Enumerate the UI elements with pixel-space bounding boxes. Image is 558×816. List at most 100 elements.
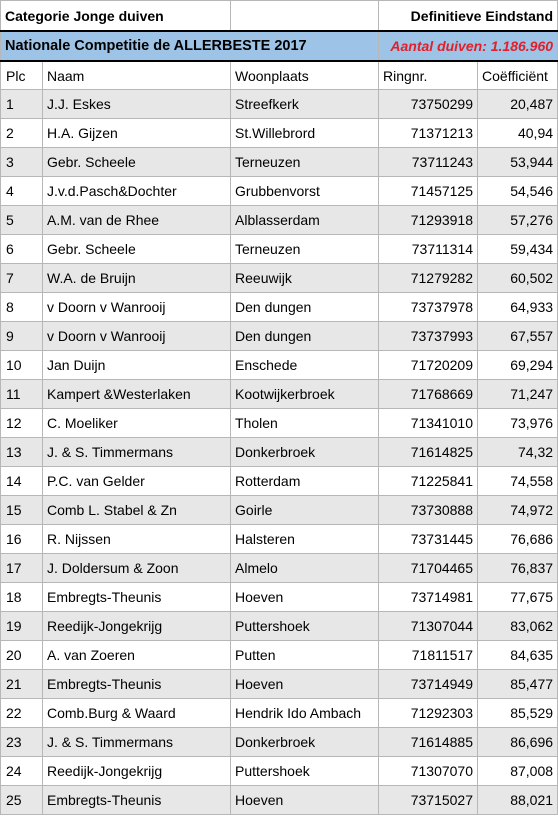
cell-coefficient: 60,502 [477, 263, 558, 293]
cell-woonplaats: Hoeven [230, 582, 380, 612]
cell-plc: 22 [0, 698, 43, 728]
cell-ringnr: 71307070 [378, 756, 479, 786]
cell-naam: J. & S. Timmermans [41, 437, 232, 467]
cell-plc: 24 [0, 756, 43, 786]
cell-coefficient: 74,558 [477, 466, 558, 496]
cell-naam: Embregts-Theunis [41, 582, 232, 612]
cell-plc: 5 [0, 205, 43, 235]
cell-coefficient: 83,062 [477, 611, 558, 641]
table-row: 3 Gebr. Scheele Terneuzen 73711243 53,944 [0, 147, 558, 177]
cell-woonplaats: Puttershoek [230, 611, 380, 641]
cell-woonplaats: St.Willebrord [230, 118, 380, 148]
cell-naam: J. Doldersum & Zoon [41, 553, 232, 583]
cell-ringnr: 71225841 [378, 466, 479, 496]
cell-coefficient: 40,94 [477, 118, 558, 148]
cell-ringnr: 73714949 [378, 669, 479, 699]
cell-ringnr: 71307044 [378, 611, 479, 641]
cell-ringnr: 71768669 [378, 379, 479, 409]
cell-woonplaats: Terneuzen [230, 234, 380, 264]
cell-coefficient: 88,021 [477, 785, 558, 815]
cell-coefficient: 69,294 [477, 350, 558, 380]
cell-naam: J.v.d.Pasch&Dochter [41, 176, 232, 206]
cell-plc: 7 [0, 263, 43, 293]
cell-coefficient: 77,675 [477, 582, 558, 612]
cell-woonplaats: Streefkerk [230, 89, 380, 119]
table-row: 10 Jan Duijn Enschede 71720209 69,294 [0, 350, 558, 380]
cell-coefficient: 86,696 [477, 727, 558, 757]
cell-naam: Comb L. Stabel & Zn [41, 495, 232, 525]
cell-plc: 15 [0, 495, 43, 525]
cell-ringnr: 73714981 [378, 582, 479, 612]
cell-plc: 3 [0, 147, 43, 177]
pigeon-count: Aantal duiven: 1.186.960 [378, 30, 558, 62]
cell-coefficient: 67,557 [477, 321, 558, 351]
cell-ringnr: 71371213 [378, 118, 479, 148]
table-row: 13 J. & S. Timmermans Donkerbroek 71614825 7… [0, 437, 558, 467]
cell-coefficient: 59,434 [477, 234, 558, 264]
cell-naam: Embregts-Theunis [41, 785, 232, 815]
cell-plc: 19 [0, 611, 43, 641]
table-row: 15 Comb L. Stabel & Zn Goirle 73730888 74,97… [0, 495, 558, 525]
column-header-ringnr: Ringnr. [378, 60, 479, 90]
empty-cell [230, 0, 380, 32]
column-header-plc: Plc [0, 60, 43, 90]
cell-ringnr: 71293918 [378, 205, 479, 235]
cell-woonplaats: Den dungen [230, 292, 380, 322]
cell-naam: Kampert &Westerlaken [41, 379, 232, 409]
cell-plc: 6 [0, 234, 43, 264]
table-row: 12 C. Moeliker Tholen 71341010 73,976 [0, 408, 558, 438]
table-row: 22 Comb.Burg & Waard Hendrik Ido Ambach 712… [0, 698, 558, 728]
cell-coefficient: 76,837 [477, 553, 558, 583]
cell-plc: 16 [0, 524, 43, 554]
cell-plc: 8 [0, 292, 43, 322]
column-header-naam: Naam [41, 60, 232, 90]
cell-woonplaats: Puttershoek [230, 756, 380, 786]
cell-plc: 12 [0, 408, 43, 438]
table-row: 24 Reedijk-Jongekrijg Puttershoek 71307070 8… [0, 756, 558, 786]
cell-coefficient: 74,32 [477, 437, 558, 467]
cell-woonplaats: Goirle [230, 495, 380, 525]
column-header-woonplaats: Woonplaats [230, 60, 380, 90]
competition-title: Nationale Competitie de ALLERBESTE 2017 [0, 30, 380, 62]
table-row: 5 A.M. van de Rhee Alblasserdam 71293918 57,… [0, 205, 558, 235]
cell-coefficient: 87,008 [477, 756, 558, 786]
category-label: Categorie Jonge duiven [0, 0, 232, 32]
cell-ringnr: 73750299 [378, 89, 479, 119]
cell-ringnr: 71292303 [378, 698, 479, 728]
cell-naam: Jan Duijn [41, 350, 232, 380]
cell-ringnr: 71704465 [378, 553, 479, 583]
cell-plc: 9 [0, 321, 43, 351]
table-row: 23 J. & S. Timmermans Donkerbroek 71614885 8… [0, 727, 558, 757]
cell-naam: H.A. Gijzen [41, 118, 232, 148]
cell-coefficient: 84,635 [477, 640, 558, 670]
cell-naam: C. Moeliker [41, 408, 232, 438]
cell-ringnr: 73715027 [378, 785, 479, 815]
cell-naam: R. Nijssen [41, 524, 232, 554]
cell-naam: v Doorn v Wanrooij [41, 292, 232, 322]
table-row: 19 Reedijk-Jongekrijg Puttershoek 71307044 8… [0, 611, 558, 641]
cell-plc: 1 [0, 89, 43, 119]
cell-ringnr: 71720209 [378, 350, 479, 380]
cell-woonplaats: Hendrik Ido Ambach [230, 698, 380, 728]
cell-ringnr: 71341010 [378, 408, 479, 438]
cell-naam: A.M. van de Rhee [41, 205, 232, 235]
top-header-row: Categorie Jonge duiven Definitieve Einds… [0, 0, 558, 32]
table-row: 6 Gebr. Scheele Terneuzen 73711314 59,434 [0, 234, 558, 264]
cell-plc: 18 [0, 582, 43, 612]
table-row: 20 A. van Zoeren Putten 71811517 84,635 [0, 640, 558, 670]
table-row: 17 J. Doldersum & Zoon Almelo 71704465 76,83… [0, 553, 558, 583]
cell-plc: 13 [0, 437, 43, 467]
cell-plc: 11 [0, 379, 43, 409]
cell-coefficient: 85,477 [477, 669, 558, 699]
cell-woonplaats: Grubbenvorst [230, 176, 380, 206]
cell-woonplaats: Halsteren [230, 524, 380, 554]
table-row: 25 Embregts-Theunis Hoeven 73715027 88,021 [0, 785, 558, 815]
cell-woonplaats: Den dungen [230, 321, 380, 351]
cell-plc: 14 [0, 466, 43, 496]
cell-plc: 21 [0, 669, 43, 699]
cell-woonplaats: Putten [230, 640, 380, 670]
cell-naam: Reedijk-Jongekrijg [41, 756, 232, 786]
